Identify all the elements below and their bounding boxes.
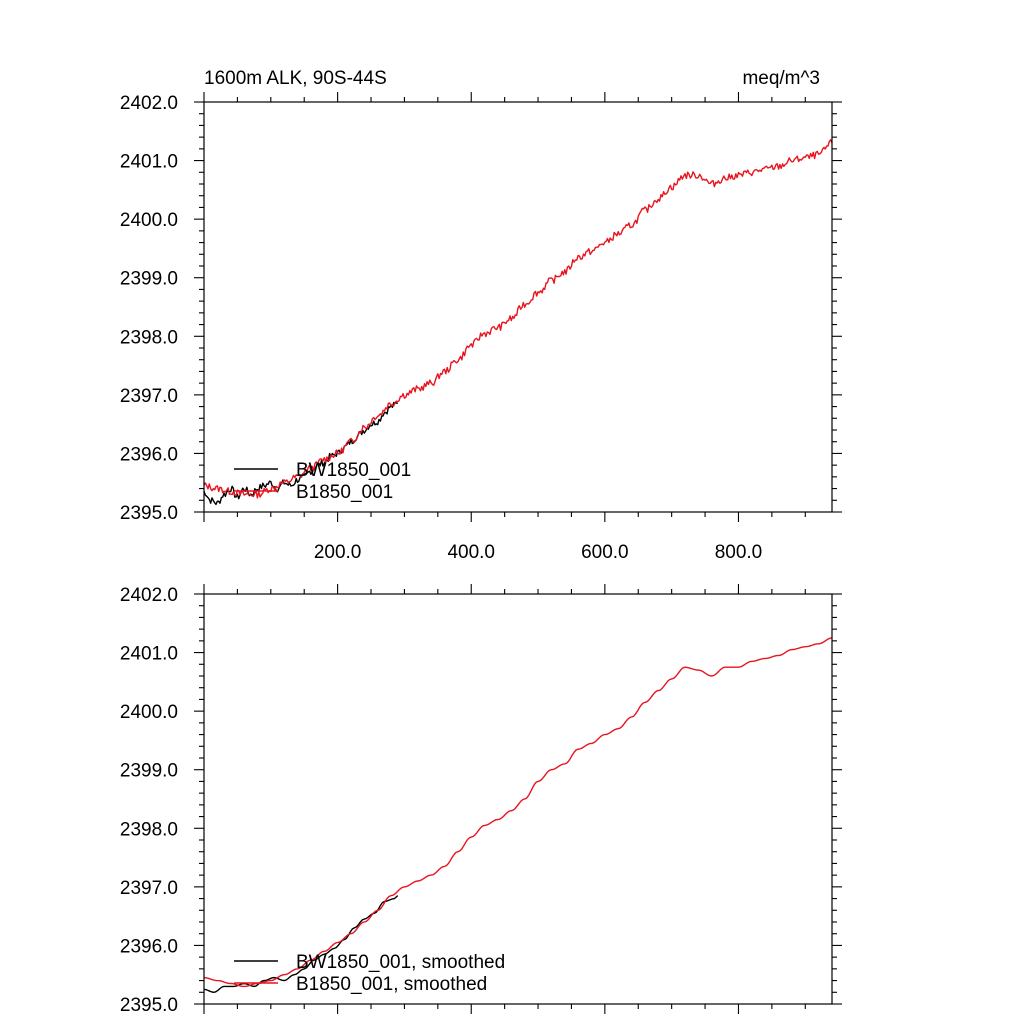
y-tick-label: 2400.0 <box>120 210 178 231</box>
series-line-b1850-001 <box>203 139 833 499</box>
y-tick-label: 2401.0 <box>120 152 178 173</box>
x-tick-label: 800.0 <box>715 542 763 563</box>
x-tick-label: 200.0 <box>314 542 362 563</box>
legend-label: BW1850_001, smoothed <box>296 952 505 973</box>
chart-title-left: 1600m ALK, 90S-44S <box>204 68 387 89</box>
y-tick-label: 2401.0 <box>120 644 178 665</box>
y-tick-label: 2396.0 <box>120 444 178 465</box>
plot-frame <box>203 101 833 513</box>
y-tick-label: 2402.0 <box>120 585 178 606</box>
legend-label: BW1850_001 <box>296 460 411 481</box>
y-tick-label: 2396.0 <box>120 936 178 957</box>
x-tick-label: 600.0 <box>581 542 629 563</box>
chart-units-label: meq/m^3 <box>742 68 820 89</box>
series-line-bw1850-001-smoothed <box>203 895 399 993</box>
legend-label: B1850_001, smoothed <box>296 974 487 995</box>
y-tick-label: 2397.0 <box>120 878 178 899</box>
legend-label: B1850_001 <box>296 482 393 503</box>
y-tick-label: 2400.0 <box>120 702 178 723</box>
plot-frame <box>203 593 833 1005</box>
top-panel-ungetsmoothed-alk: 1600m ALK, 90S-44S meq/m^3 2395.0 2396.0 2… <box>120 68 842 563</box>
x-tick-label: 400.0 <box>447 542 495 563</box>
series-line-b1850-001-smoothed <box>203 637 833 988</box>
y-tick-label: 2398.0 <box>120 327 178 348</box>
bottom-panel-smoothed-alk: 2395.0 2396.0 2397.0 2398.0 2399.0 2400.0 2401… <box>120 584 842 1016</box>
y-tick-label: 2397.0 <box>120 386 178 407</box>
y-tick-label: 2395.0 <box>120 503 178 524</box>
y-tick-label: 2395.0 <box>120 995 178 1016</box>
y-tick-label: 2398.0 <box>120 819 178 840</box>
series-group <box>203 139 833 506</box>
series-group <box>203 637 833 993</box>
y-tick-label: 2402.0 <box>120 93 178 114</box>
y-tick-label: 2399.0 <box>120 761 178 782</box>
y-tick-label: 2399.0 <box>120 269 178 290</box>
